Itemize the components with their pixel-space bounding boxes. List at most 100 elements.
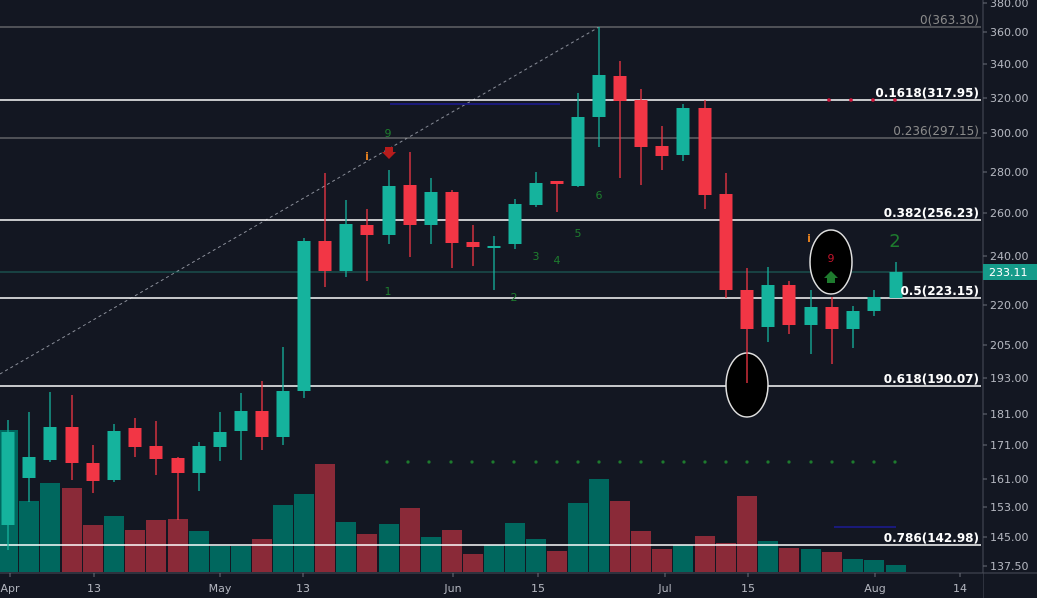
candle <box>466 225 480 266</box>
price-tick-label: 280.00 <box>990 166 1029 179</box>
candle <box>825 297 839 364</box>
candle <box>360 209 374 281</box>
candle <box>276 347 290 445</box>
volume-bar <box>737 496 757 572</box>
price-axis[interactable]: 380.00 360.00 340.00 320.00 300.00 280.00 260.… <box>982 0 1037 598</box>
green-dot <box>406 460 410 464</box>
sell-arrow-icon <box>382 147 396 159</box>
td-count: 9 <box>385 127 392 140</box>
candle <box>508 199 522 249</box>
volume-bar <box>526 539 546 572</box>
green-dot <box>618 460 622 464</box>
red-dot <box>849 98 853 102</box>
candle <box>318 173 332 287</box>
candle <box>719 173 733 298</box>
price-tick-label: 193.00 <box>990 372 1029 385</box>
price-tick-label: 145.00 <box>990 531 1029 544</box>
candle <box>86 445 100 493</box>
volume-bar <box>273 505 293 572</box>
volume-bar <box>40 483 60 572</box>
candle <box>846 306 860 348</box>
candle <box>804 290 818 354</box>
price-tick-label: 260.00 <box>990 207 1029 220</box>
price-tick-label: 153.00 <box>990 501 1029 514</box>
candle <box>445 190 459 268</box>
volume-bar <box>673 545 693 572</box>
green-dot <box>449 460 453 464</box>
green-dot <box>766 460 770 464</box>
fib-level-label: 0.236(297.15) <box>893 124 979 138</box>
volume-bar <box>315 464 335 572</box>
price-tick-label: 360.00 <box>990 26 1029 39</box>
fib-level-label: 0.1618(317.95) <box>875 86 979 100</box>
green-dot <box>745 460 749 464</box>
buy-arrow-icon <box>824 271 838 283</box>
candle <box>255 381 269 450</box>
time-tick-label: 14 <box>953 582 967 595</box>
green-dot <box>724 460 728 464</box>
candle <box>192 442 206 491</box>
volume-bar <box>568 503 588 572</box>
candle <box>424 178 438 244</box>
candle <box>22 412 36 502</box>
candle <box>234 393 248 460</box>
price-tick-label: 181.00 <box>990 408 1029 421</box>
td-count: 2 <box>511 291 518 304</box>
price-tick-label: 340.00 <box>990 58 1029 71</box>
volume-bar <box>252 539 272 572</box>
time-tick-label: 13 <box>296 582 310 595</box>
td-count: 3 <box>533 250 540 263</box>
green-dot <box>809 460 813 464</box>
red-dot <box>893 98 897 102</box>
time-axis[interactable]: Apr 13 May 13 Jun 15 Jul 15 Aug 14 <box>0 572 1037 598</box>
candle <box>213 412 227 461</box>
time-tick-label: May <box>209 582 232 595</box>
price-tick-label: 320.00 <box>990 92 1029 105</box>
volume-bar <box>505 523 525 572</box>
green-dot <box>491 460 495 464</box>
candle <box>761 267 775 342</box>
price-candles <box>1 27 903 550</box>
volume-bar <box>357 534 377 572</box>
price-tick-label: 161.00 <box>990 473 1029 486</box>
fib-level-label: 0(363.30) <box>920 13 979 27</box>
ellipse-drawings[interactable] <box>725 229 853 418</box>
td-count: 6 <box>596 189 603 202</box>
red-dot <box>827 98 831 102</box>
green-dot <box>893 460 897 464</box>
volume-bar <box>400 508 420 572</box>
candle <box>889 262 903 298</box>
fib-level-label: 0.786(142.98) <box>884 531 979 545</box>
ellipse-highlight[interactable] <box>809 229 853 295</box>
green-dot <box>851 460 855 464</box>
candle <box>550 181 564 212</box>
time-tick-label: 15 <box>531 582 545 595</box>
candle <box>171 457 185 520</box>
time-axis-bg <box>0 573 983 598</box>
green-dot <box>682 460 686 464</box>
time-tick-label: Jul <box>657 582 671 595</box>
signal-markers: ii <box>365 147 838 283</box>
price-tick-label: 171.00 <box>990 439 1029 452</box>
price-tick-label: 137.50 <box>990 560 1029 573</box>
volume-bar <box>379 524 399 572</box>
red-dot <box>871 98 875 102</box>
candle <box>867 290 881 316</box>
volume-bar <box>822 552 842 572</box>
candle <box>382 170 396 244</box>
trend-line[interactable] <box>0 26 600 375</box>
candle <box>1 420 15 550</box>
volume-bar <box>463 554 483 572</box>
green-dot <box>512 460 516 464</box>
dashed-trend-line[interactable] <box>0 26 600 375</box>
candle <box>676 104 690 161</box>
td-count: 2 <box>889 231 900 252</box>
volume-bar <box>801 549 821 572</box>
green-dot <box>597 460 601 464</box>
candle <box>65 395 79 480</box>
volume-bar <box>589 479 609 572</box>
volume-bar <box>758 541 778 572</box>
green-dot <box>534 460 538 464</box>
candle <box>487 236 501 290</box>
